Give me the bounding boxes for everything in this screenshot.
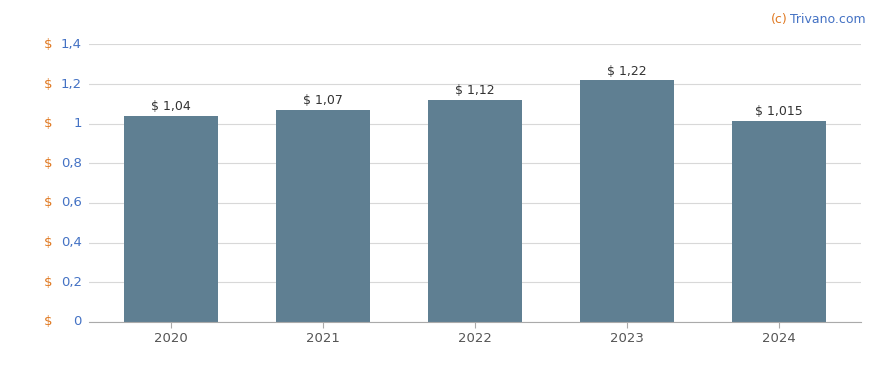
Text: $: $ [44, 276, 57, 289]
Text: 0,6: 0,6 [61, 196, 82, 209]
Text: 0,8: 0,8 [61, 157, 82, 170]
Text: $: $ [44, 196, 57, 209]
Text: $: $ [44, 117, 57, 130]
Text: $ 1,22: $ 1,22 [607, 64, 647, 77]
Text: 0,4: 0,4 [61, 236, 82, 249]
Text: $: $ [44, 157, 57, 170]
Text: Trivano.com: Trivano.com [786, 13, 866, 26]
Bar [124, 116, 218, 322]
Text: (c): (c) [771, 13, 788, 26]
Bar [428, 100, 522, 322]
Text: $ 1,015: $ 1,015 [755, 105, 803, 118]
Text: $: $ [44, 236, 57, 249]
Bar [732, 121, 826, 322]
Text: $ 1,07: $ 1,07 [303, 94, 343, 107]
Text: $: $ [44, 78, 57, 91]
Bar [276, 110, 370, 322]
Text: 0: 0 [74, 315, 82, 329]
Text: $ 1,12: $ 1,12 [456, 84, 495, 97]
Text: 0,2: 0,2 [61, 276, 82, 289]
Text: $ 1,04: $ 1,04 [151, 100, 191, 113]
Bar [580, 80, 674, 322]
Text: $: $ [44, 315, 57, 329]
Text: 1: 1 [74, 117, 82, 130]
Text: 1,4: 1,4 [61, 38, 82, 51]
Text: $: $ [44, 38, 57, 51]
Text: 1,2: 1,2 [60, 78, 82, 91]
